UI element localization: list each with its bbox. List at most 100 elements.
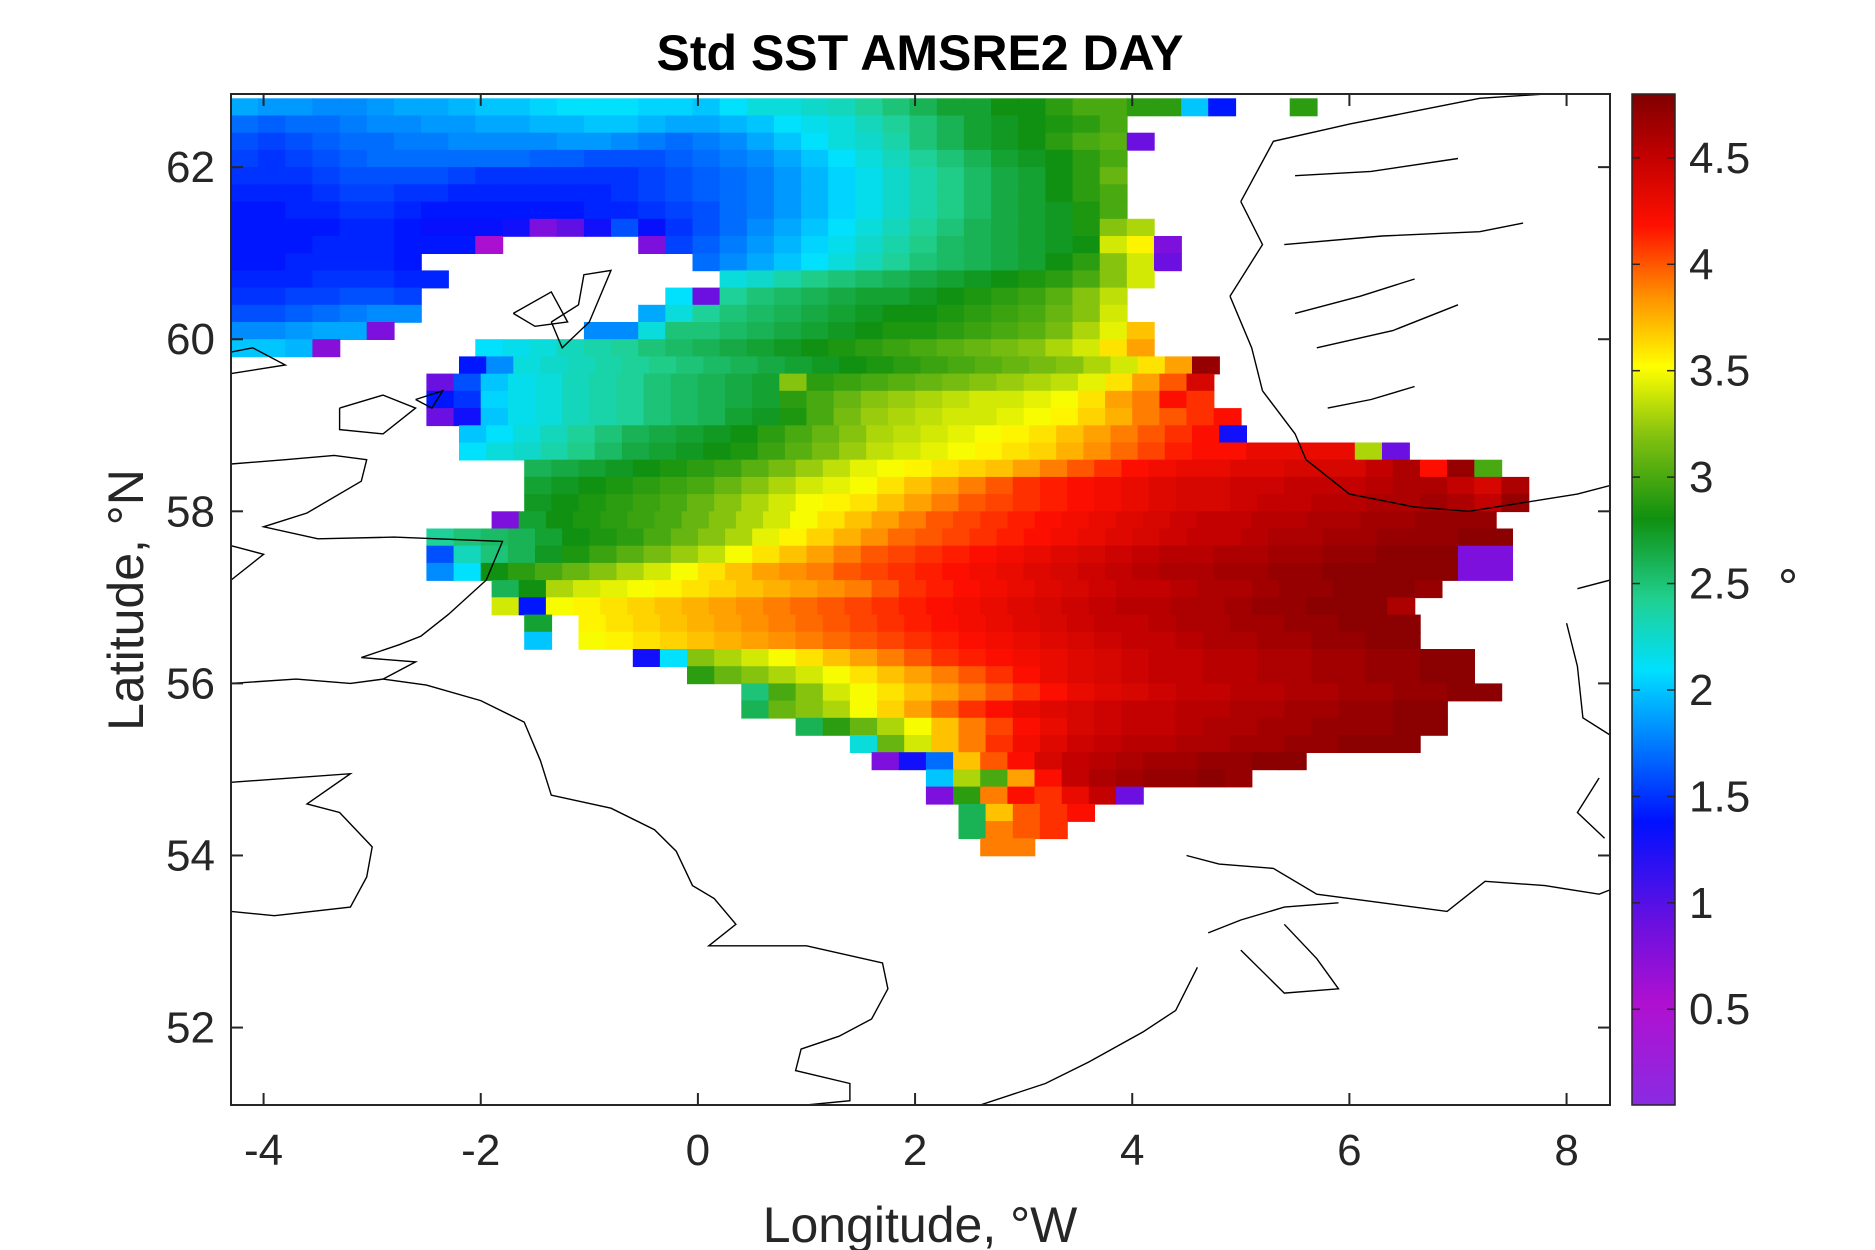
heatmap-cell: [1284, 631, 1313, 650]
heatmap-cell: [882, 167, 911, 186]
heatmap-cell: [611, 167, 639, 186]
heatmap-cell: [583, 115, 612, 134]
heatmap-cell: [1018, 253, 1047, 272]
heatmap-cell: [491, 511, 520, 530]
heatmap-cell: [535, 390, 563, 409]
heatmap-cell: [1175, 631, 1204, 650]
heatmap-cell: [502, 167, 531, 186]
heatmap-cell: [339, 304, 368, 323]
heatmap-cell: [974, 356, 1003, 375]
heatmap-cell: [1164, 356, 1193, 375]
heatmap-cell: [513, 425, 542, 444]
heatmap-cell: [877, 683, 905, 702]
heatmap-cell: [1159, 545, 1188, 564]
heatmap-cell: [1115, 769, 1144, 788]
heatmap-cell: [681, 580, 710, 599]
heatmap-cell: [1392, 717, 1421, 736]
heatmap-cell: [1012, 631, 1041, 650]
heatmap-cell: [312, 270, 341, 289]
heatmap-cell: [768, 700, 797, 719]
heatmap-cell: [877, 494, 905, 513]
heatmap-cell: [1115, 786, 1144, 805]
heatmap-cell: [719, 167, 748, 186]
heatmap-cell: [453, 408, 482, 427]
heatmap-cell: [822, 700, 851, 719]
heatmap-cell: [670, 390, 699, 409]
heatmap-cell: [1240, 545, 1269, 564]
heatmap-cell: [1365, 476, 1394, 495]
heatmap-cell: [448, 167, 477, 186]
heatmap-cell: [1365, 717, 1394, 736]
heatmap-cell: [1365, 683, 1394, 702]
heatmap-cell: [312, 184, 341, 203]
heatmap-cell: [627, 580, 656, 599]
heatmap-cell: [719, 201, 748, 220]
heatmap-cell: [773, 98, 802, 117]
heatmap-cell: [426, 390, 455, 409]
heatmap-cell: [1430, 562, 1459, 581]
heatmap-cell: [1012, 717, 1041, 736]
heatmap-cell: [632, 631, 661, 650]
heatmap-cell: [882, 201, 911, 220]
heatmap-cell: [909, 115, 938, 134]
heatmap-cell: [231, 132, 259, 151]
heatmap-cell: [1012, 476, 1041, 495]
heatmap-cell: [589, 528, 618, 547]
heatmap-cell: [730, 356, 759, 375]
heatmap-cell: [801, 98, 829, 117]
heatmap-cell: [1094, 735, 1123, 753]
heatmap-cell: [963, 132, 992, 151]
heatmap-cell: [258, 339, 286, 358]
heatmap-cell: [904, 666, 933, 685]
coastline: [231, 347, 288, 375]
heatmap-cell: [931, 614, 960, 633]
heatmap-cell: [611, 339, 639, 358]
heatmap-cell: [1284, 735, 1313, 753]
heatmap-cell: [1186, 528, 1215, 547]
heatmap-cell: [963, 98, 992, 117]
heatmap-cell: [258, 253, 286, 272]
heatmap-cell: [453, 528, 482, 547]
heatmap-cell: [1012, 614, 1041, 633]
heatmap-cell: [752, 545, 781, 564]
coastline: [1577, 579, 1610, 590]
heatmap-cell: [773, 270, 802, 289]
heatmap-cell: [904, 717, 933, 736]
x-tick-label: -2: [461, 1126, 500, 1175]
heatmap-cell: [1121, 614, 1150, 633]
heatmap-cell: [1365, 649, 1394, 667]
heatmap-cell: [1018, 184, 1047, 203]
heatmap-cell: [231, 287, 259, 306]
heatmap-cell: [1333, 511, 1361, 530]
heatmap-cell: [828, 98, 857, 117]
heatmap-cell: [1056, 356, 1085, 375]
heatmap-cell: [556, 98, 585, 117]
heatmap-cell: [1376, 528, 1405, 547]
heatmap-cell: [605, 494, 634, 513]
heatmap-cell: [231, 253, 259, 272]
heatmap-cell: [285, 236, 314, 254]
heatmap-cell: [312, 322, 341, 340]
heatmap-cell: [882, 304, 911, 323]
heatmap-cell: [817, 597, 846, 616]
heatmap-cell: [773, 167, 802, 186]
heatmap-cell: [980, 580, 1009, 599]
heatmap-cell: [1251, 597, 1280, 616]
heatmap-cell: [665, 339, 694, 358]
heatmap-cell: [882, 115, 911, 134]
heatmap-cell: [670, 408, 699, 427]
heatmap-cell: [524, 631, 553, 650]
heatmap-cell: [459, 442, 487, 461]
heatmap-cell: [904, 631, 933, 650]
heatmap-cell: [909, 339, 938, 358]
heatmap-cell: [578, 459, 607, 478]
heatmap-cell: [925, 597, 954, 616]
heatmap-cell: [730, 425, 759, 444]
heatmap-cell: [638, 322, 667, 340]
heatmap-cell: [1110, 442, 1139, 461]
coastline: [1316, 304, 1459, 349]
heatmap-cell: [1338, 649, 1367, 667]
heatmap-cell: [741, 459, 770, 478]
heatmap-cell: [1202, 700, 1231, 719]
heatmap-cell: [1333, 597, 1361, 616]
